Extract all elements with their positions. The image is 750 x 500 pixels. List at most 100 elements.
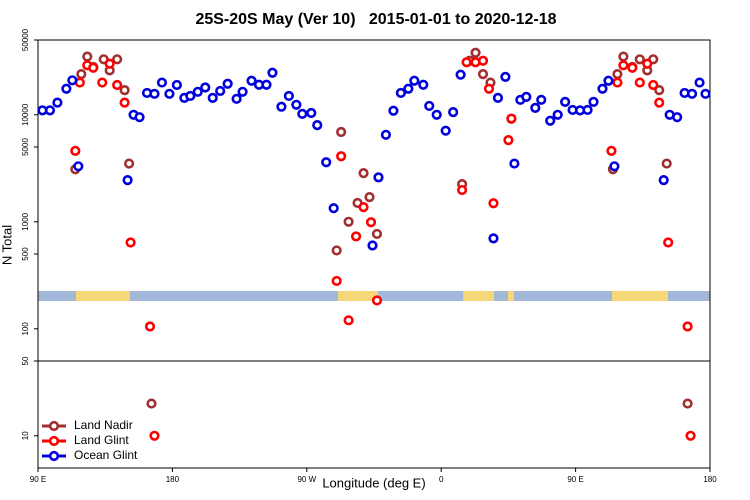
data-point	[364, 192, 375, 203]
data-point	[156, 77, 168, 88]
data-point	[618, 51, 629, 62]
data-point	[686, 88, 698, 99]
data-point	[470, 47, 481, 58]
data-point	[440, 125, 451, 136]
data-point	[76, 69, 87, 80]
data-point	[119, 85, 130, 96]
data-point	[122, 175, 133, 186]
x-tick-label: 180	[166, 475, 180, 484]
data-point	[521, 91, 532, 102]
map-strip	[38, 291, 710, 301]
data-point	[185, 90, 196, 102]
data-point	[612, 77, 623, 88]
data-point	[192, 86, 203, 97]
legend-marker	[48, 435, 60, 447]
data-point	[112, 54, 123, 65]
data-point	[200, 82, 211, 93]
data-point	[371, 228, 383, 240]
data-point	[88, 62, 99, 73]
data-point	[222, 78, 233, 89]
data-point	[682, 398, 693, 409]
data-point	[654, 97, 665, 108]
y-tick-label: 10	[21, 431, 30, 440]
data-point	[380, 129, 392, 140]
data-point	[409, 75, 420, 86]
data-point	[618, 60, 629, 71]
data-point	[431, 109, 442, 120]
data-point	[82, 51, 93, 62]
data-point	[336, 126, 347, 138]
data-point	[343, 315, 354, 326]
data-point	[350, 231, 362, 242]
data-point	[552, 109, 563, 120]
data-point	[634, 54, 645, 65]
data-point	[291, 99, 302, 110]
data-point	[700, 88, 711, 99]
data-point	[663, 237, 674, 248]
data-point	[648, 79, 659, 91]
data-point	[149, 88, 160, 99]
data-point	[171, 79, 182, 91]
data-point	[483, 83, 495, 94]
y-tick-label: 500	[21, 247, 30, 261]
data-point	[331, 245, 342, 256]
data-point	[112, 79, 123, 91]
x-tick-label: 0	[439, 475, 444, 484]
data-point	[536, 94, 547, 105]
data-point	[530, 102, 541, 113]
data-point	[336, 151, 347, 162]
data-point	[358, 168, 369, 179]
data-point	[261, 79, 272, 90]
data-point	[503, 135, 514, 146]
data-point	[373, 172, 384, 183]
data-point	[603, 75, 614, 86]
data-point	[457, 184, 468, 196]
y-tick-label: 50	[21, 356, 30, 365]
data-point	[634, 77, 645, 88]
data-point	[477, 69, 489, 80]
data-point	[331, 275, 342, 287]
data-point	[123, 158, 135, 169]
data-point	[119, 97, 130, 108]
data-point	[461, 57, 472, 68]
data-point	[488, 233, 499, 244]
legend-label: Land Glint	[74, 433, 129, 447]
data-point	[52, 97, 63, 108]
data-point	[207, 92, 218, 103]
data-point	[306, 107, 317, 119]
y-axis-label: N Total	[0, 225, 14, 265]
data-point	[321, 157, 332, 168]
data-point	[267, 67, 278, 78]
data-point	[658, 175, 669, 186]
data-point	[661, 158, 672, 169]
data-point	[297, 108, 308, 119]
data-point	[545, 115, 556, 126]
data-point	[492, 92, 504, 103]
data-point	[597, 83, 608, 94]
data-point	[403, 83, 414, 94]
data-point	[283, 90, 294, 102]
data-point	[164, 88, 175, 99]
x-tick-label: 90 W	[297, 475, 316, 484]
data-point	[97, 77, 108, 88]
x-tick-label: 90 E	[30, 475, 46, 484]
chart-title: 25S-20S May (Ver 10) 2015-01-01 to 2020-…	[195, 11, 556, 28]
data-point	[395, 87, 406, 99]
data-point	[44, 105, 56, 116]
data-point	[146, 398, 157, 409]
data-point	[560, 96, 571, 107]
data-point	[612, 69, 623, 80]
data-point	[371, 295, 383, 306]
data-point	[125, 237, 136, 248]
data-point	[500, 71, 511, 83]
data-point	[682, 321, 693, 332]
data-point	[642, 58, 653, 69]
y-tick-label: 10000	[21, 103, 30, 126]
data-point	[237, 86, 248, 97]
data-point	[588, 96, 599, 107]
plot-frame	[37, 39, 711, 469]
data-point	[694, 77, 705, 88]
data-point	[67, 75, 78, 86]
data-point	[358, 202, 369, 213]
